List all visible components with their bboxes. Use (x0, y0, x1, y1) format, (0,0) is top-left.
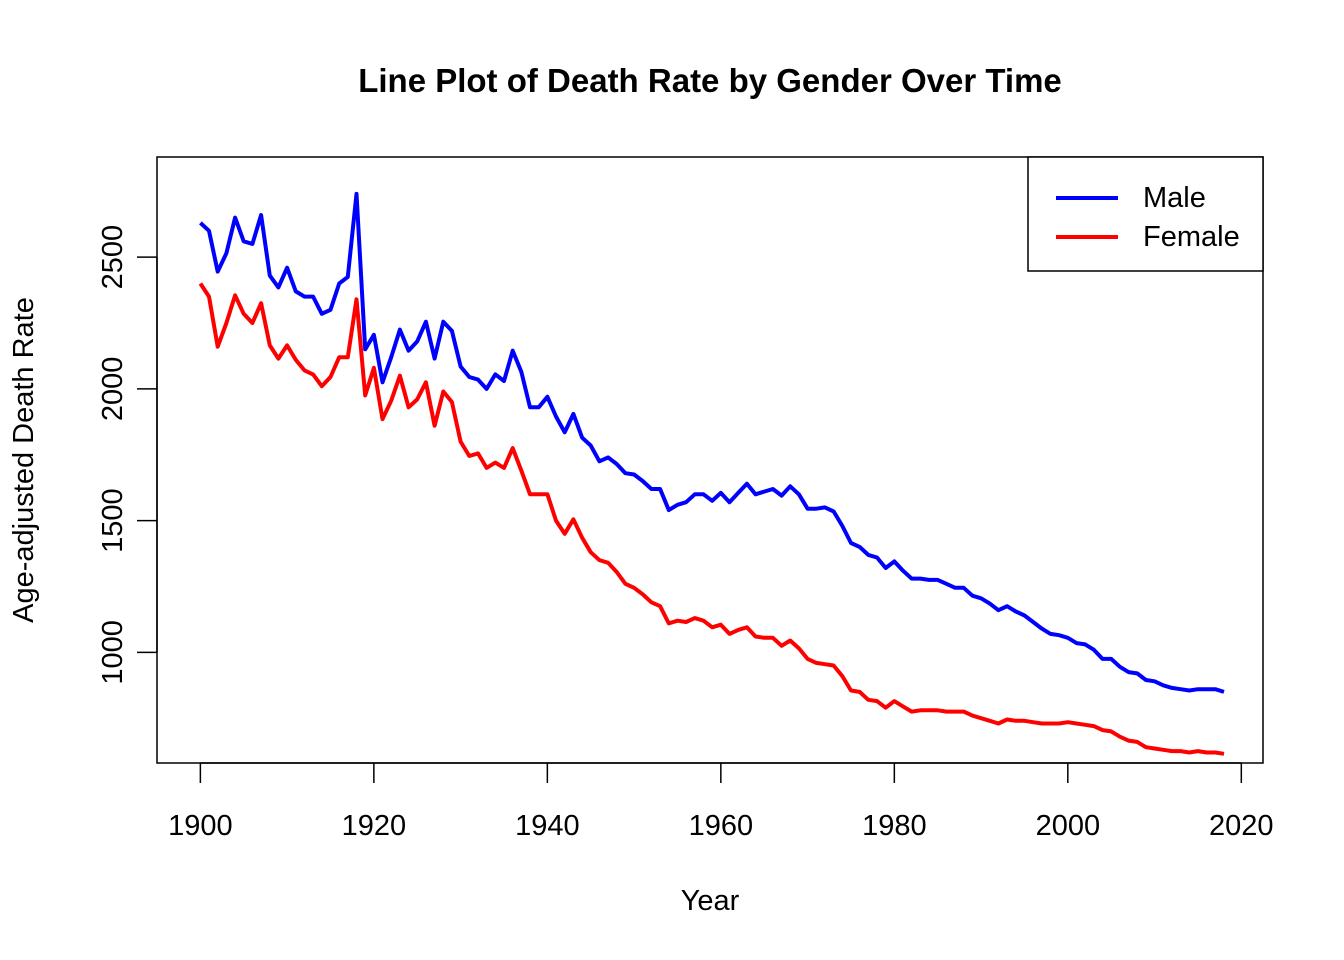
x-tick-label: 1940 (515, 810, 580, 842)
x-tick-label: 1900 (168, 810, 233, 842)
y-tick-label: 2500 (97, 225, 129, 290)
legend-box (1027, 156, 1264, 272)
x-tick-label: 2020 (1209, 810, 1274, 842)
y-tick-label: 2000 (97, 357, 129, 422)
x-axis: 1900 1920 1940 1960 1980 2000 2020 (168, 762, 1274, 842)
legend-label-female: Female (1143, 221, 1240, 253)
x-axis-label: Year (681, 885, 740, 917)
series-line-female (198, 282, 1225, 756)
y-axis-label: Age-adjusted Death Rate (8, 297, 40, 623)
x-tick-label: 1980 (862, 810, 927, 842)
chart-title: Line Plot of Death Rate by Gender Over T… (358, 62, 1062, 99)
y-tick-label: 1000 (97, 620, 129, 685)
x-tick-label: 1920 (342, 810, 407, 842)
x-tick-label: 1960 (689, 810, 754, 842)
series-line-male (199, 191, 1225, 694)
y-axis: 1000 1500 2000 2500 (97, 225, 158, 685)
y-tick-label: 1500 (97, 488, 129, 553)
series-layer (198, 191, 1225, 756)
x-tick-label: 2000 (1036, 810, 1101, 842)
legend: Male Female (1027, 156, 1264, 272)
legend-label-male: Male (1143, 182, 1206, 214)
